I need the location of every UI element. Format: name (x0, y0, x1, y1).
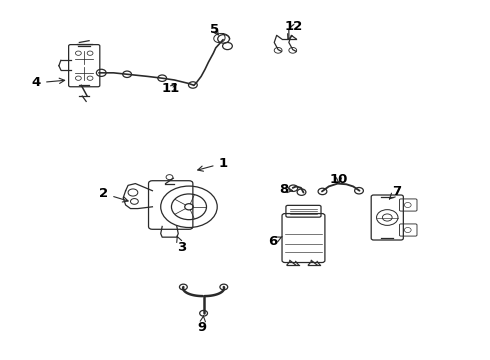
Circle shape (220, 284, 228, 290)
Text: 9: 9 (197, 315, 207, 334)
Circle shape (179, 284, 187, 290)
Text: 11: 11 (162, 82, 180, 95)
Text: 5: 5 (210, 23, 220, 36)
Text: 6: 6 (268, 235, 282, 248)
Text: 12: 12 (285, 20, 303, 40)
Text: 3: 3 (177, 236, 186, 255)
Text: 8: 8 (279, 183, 293, 196)
Text: 2: 2 (99, 187, 128, 202)
Text: 4: 4 (32, 76, 65, 89)
Circle shape (200, 310, 207, 316)
Text: 7: 7 (390, 185, 402, 199)
Text: 10: 10 (330, 173, 348, 186)
Text: 1: 1 (198, 157, 228, 171)
